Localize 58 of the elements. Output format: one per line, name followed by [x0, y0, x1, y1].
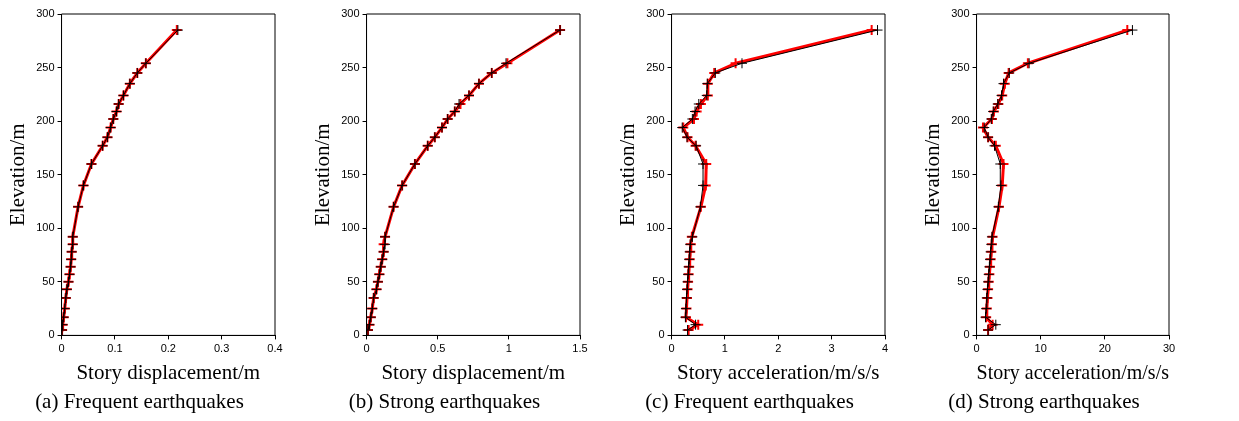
- y-tick-label: 0: [353, 328, 360, 341]
- x-tick-label: 0.5: [430, 342, 446, 355]
- y-tick-label: 200: [951, 114, 970, 127]
- y-tick-label: 150: [36, 167, 55, 180]
- y-tick-label: 250: [36, 60, 55, 73]
- x-tick-label: 1: [721, 342, 728, 355]
- x-tick-label: 0.1: [107, 342, 123, 355]
- text: (a) Frequent earthquakes: [35, 388, 244, 413]
- y-tick-label: 200: [646, 114, 665, 127]
- y-tick-label: 200: [36, 114, 55, 127]
- x-tick-label: 1.5: [572, 342, 588, 355]
- y-tick-label: 150: [951, 167, 970, 180]
- x-tick-label: 1: [505, 342, 512, 355]
- y-tick-label: 300: [646, 7, 665, 20]
- x-axis-title: Story displacement/m: [76, 359, 261, 384]
- y-tick-label: 0: [963, 328, 970, 341]
- x-axis-title: Story acceleration/m/s/s: [976, 360, 1169, 384]
- x-tick-label: 30: [1162, 342, 1176, 355]
- y-tick-label: 200: [341, 114, 360, 127]
- x-tick-label: 0: [668, 342, 675, 355]
- y-tick-label: 300: [341, 7, 360, 20]
- text: (d) Strong earthquakes: [948, 388, 1140, 413]
- x-tick-label: 4: [881, 342, 889, 355]
- y-axis-title: Elevation/m: [920, 123, 945, 227]
- y-tick-label: 250: [646, 60, 665, 73]
- x-tick-label: 0: [58, 342, 65, 355]
- x-tick-label: 0.3: [213, 342, 230, 355]
- x-tick-label: 2: [775, 342, 782, 355]
- y-tick-label: 300: [951, 7, 970, 20]
- y-tick-label: 150: [341, 167, 360, 180]
- y-tick-label: 150: [646, 167, 665, 180]
- x-tick-label: 0.4: [267, 342, 283, 355]
- y-tick-label: 50: [42, 274, 55, 287]
- y-axis-title: Elevation/m: [615, 123, 640, 227]
- x-axis-title: Story displacement/m: [381, 359, 566, 384]
- y-tick-label: 100: [951, 221, 970, 234]
- y-tick-label: 50: [957, 274, 970, 287]
- x-tick-label: 0: [363, 342, 370, 355]
- y-tick-label: 100: [341, 221, 360, 234]
- x-tick-label: 20: [1098, 342, 1111, 355]
- y-tick-label: 250: [951, 60, 970, 73]
- y-tick-label: 100: [646, 221, 665, 234]
- text: (b) Strong earthquakes: [348, 388, 541, 413]
- y-tick-label: 0: [658, 328, 665, 341]
- x-tick-label: 0: [973, 342, 980, 355]
- x-axis-title: Story acceleration/m/s/s: [677, 359, 880, 384]
- y-tick-label: 50: [652, 274, 665, 287]
- y-axis-title: Elevation/m: [310, 123, 335, 227]
- y-tick-label: 300: [36, 7, 55, 20]
- y-tick-label: 100: [36, 221, 55, 234]
- y-tick-label: 250: [341, 60, 360, 73]
- y-tick-label: 0: [48, 328, 55, 341]
- y-axis-title: Elevation/m: [5, 123, 30, 227]
- x-tick-label: 3: [828, 342, 835, 355]
- x-tick-label: 10: [1034, 342, 1047, 355]
- y-tick-label: 50: [347, 274, 360, 287]
- x-tick-label: 0.2: [160, 342, 176, 355]
- text: (c) Frequent earthquakes: [645, 388, 854, 413]
